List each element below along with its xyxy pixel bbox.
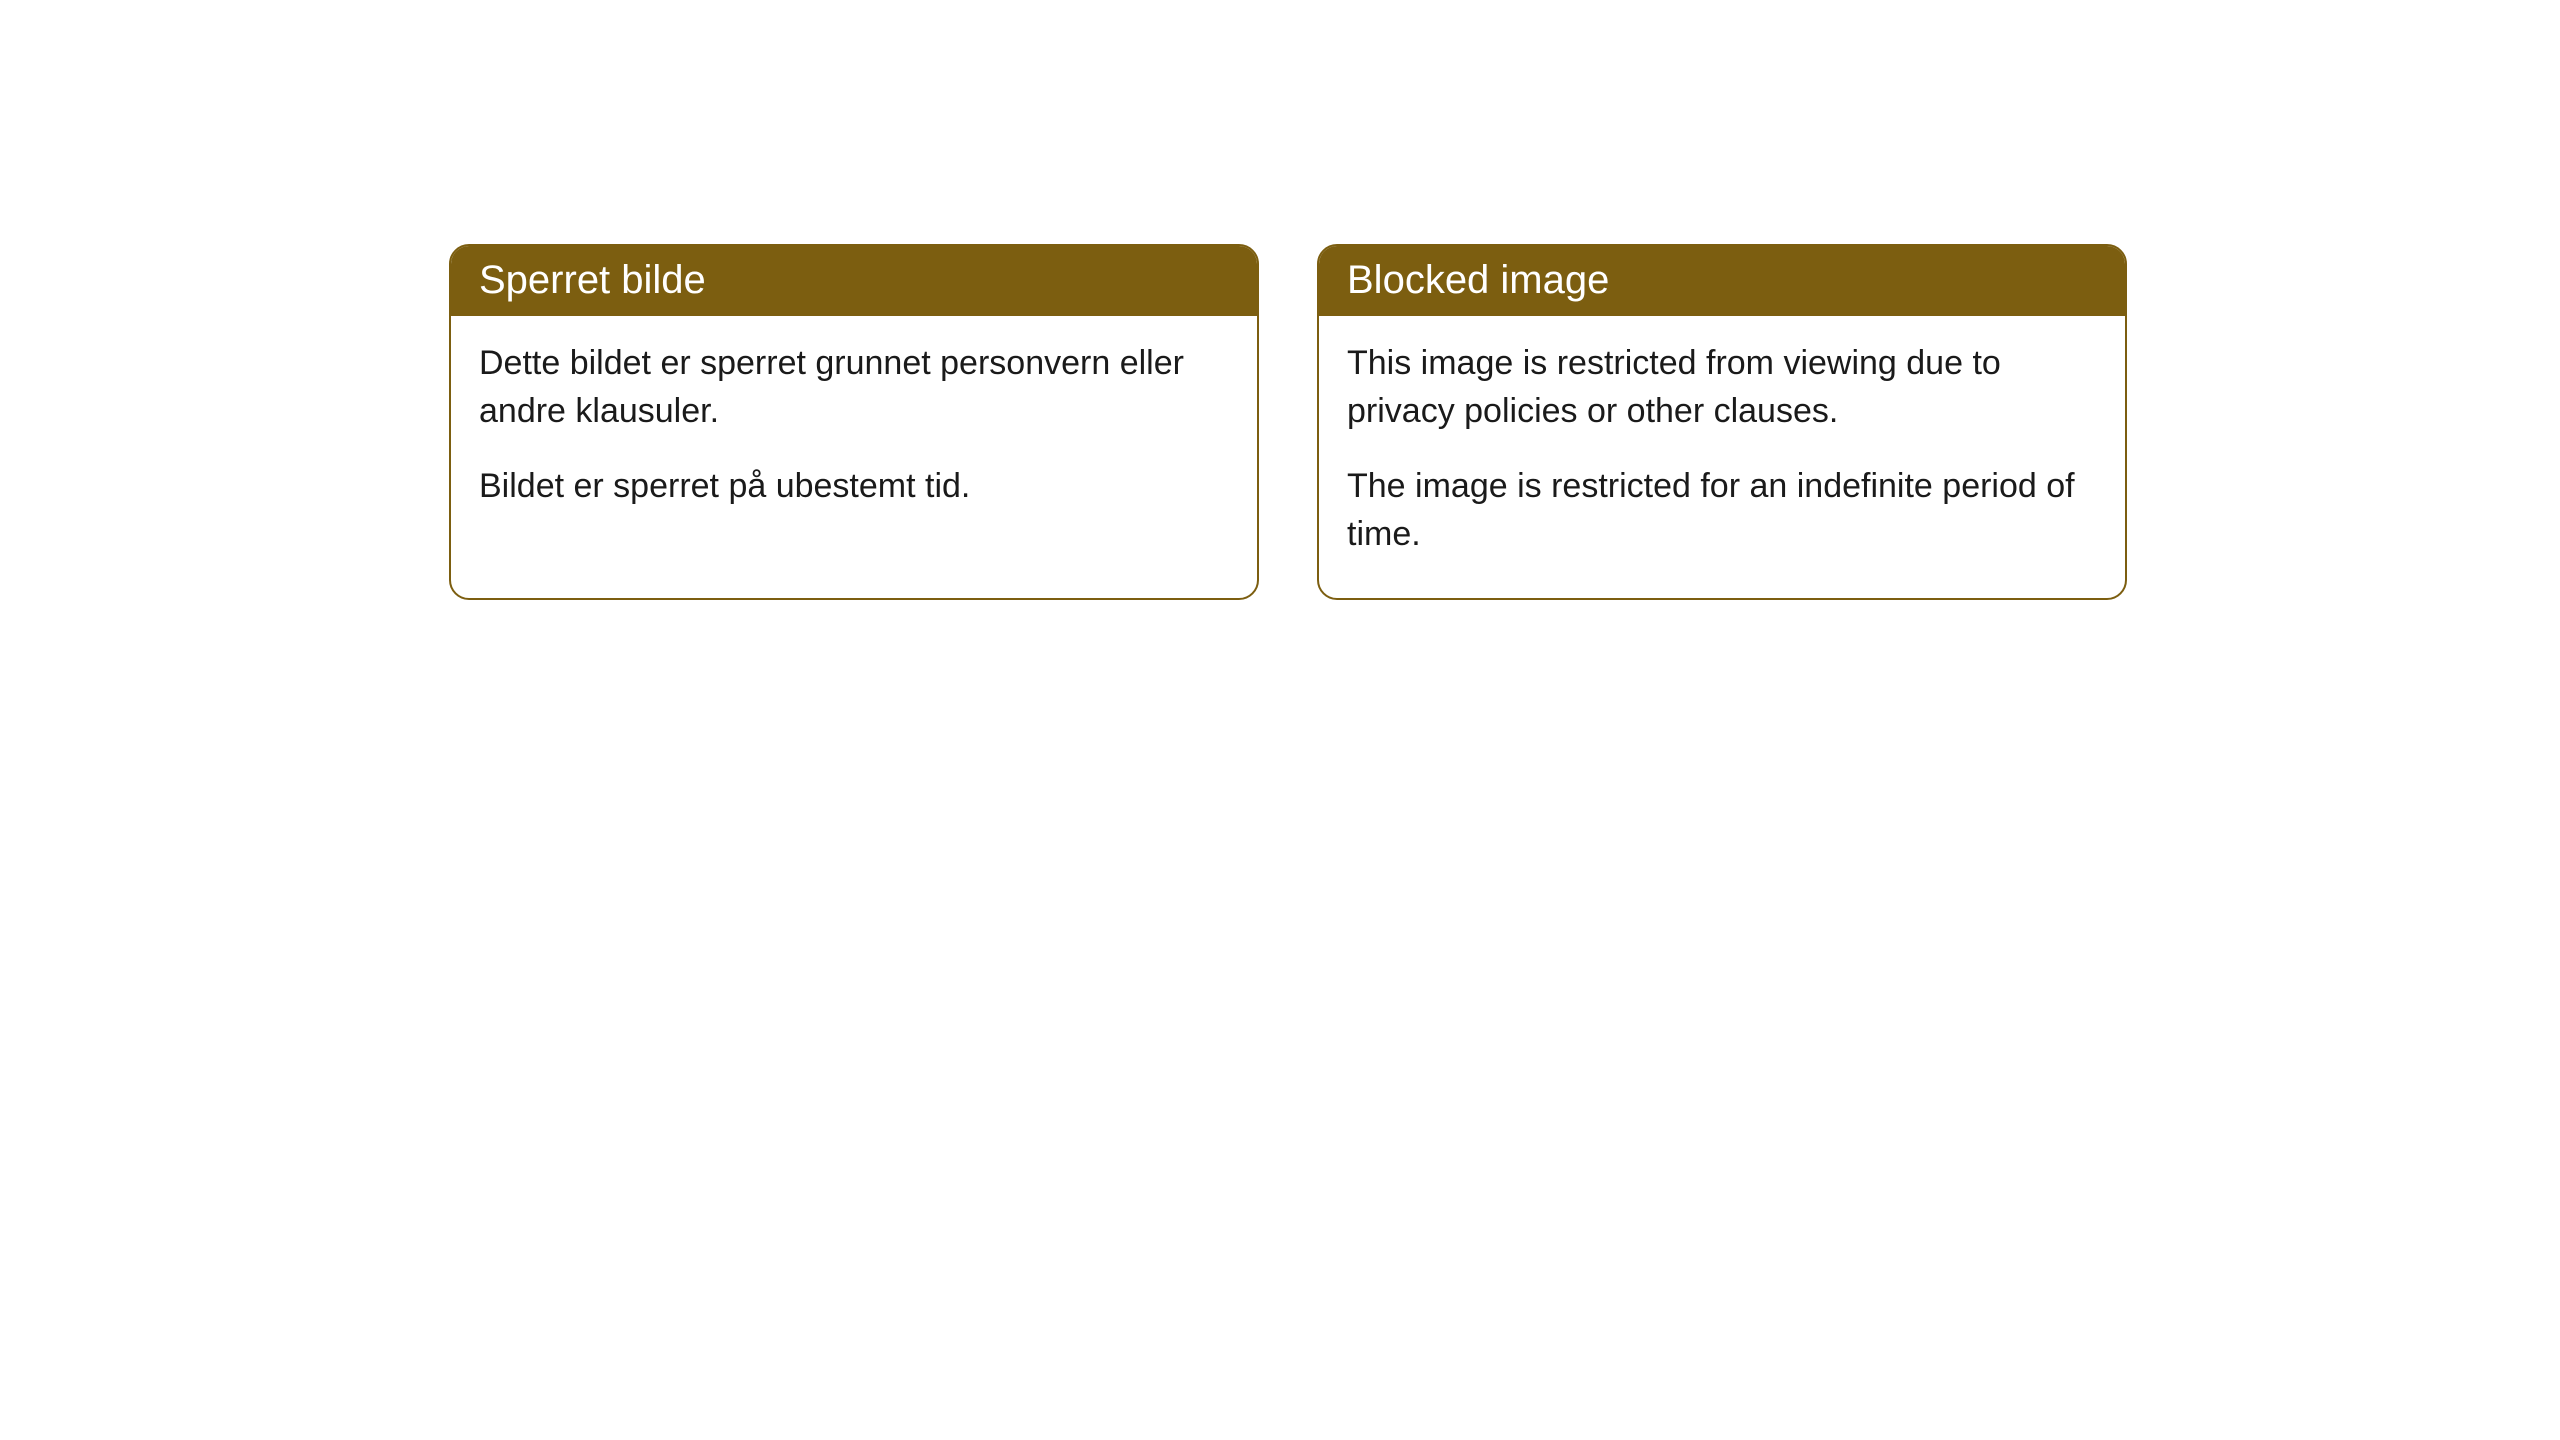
card-header: Sperret bilde <box>451 246 1257 316</box>
card-header: Blocked image <box>1319 246 2125 316</box>
notice-text-line-2: The image is restricted for an indefinit… <box>1347 463 2097 558</box>
card-body: Dette bildet er sperret grunnet personve… <box>451 316 1257 551</box>
notice-text-line-1: Dette bildet er sperret grunnet personve… <box>479 340 1229 435</box>
card-body: This image is restricted from viewing du… <box>1319 316 2125 598</box>
notice-card-norwegian: Sperret bilde Dette bildet er sperret gr… <box>449 244 1259 600</box>
notice-text-line-2: Bildet er sperret på ubestemt tid. <box>479 463 1229 511</box>
notice-container: Sperret bilde Dette bildet er sperret gr… <box>0 0 2560 600</box>
notice-card-english: Blocked image This image is restricted f… <box>1317 244 2127 600</box>
notice-text-line-1: This image is restricted from viewing du… <box>1347 340 2097 435</box>
